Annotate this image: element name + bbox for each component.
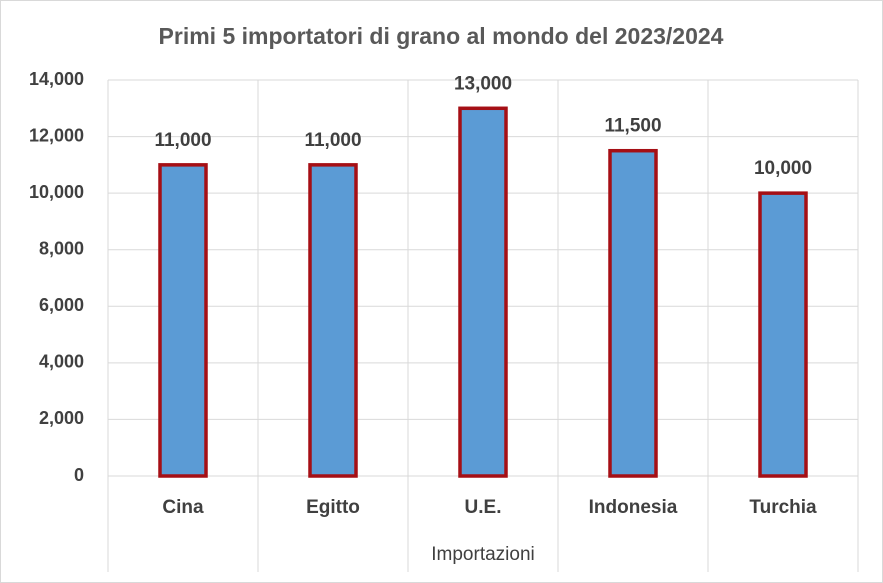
y-tick-label: 10,000 <box>29 182 84 202</box>
y-tick-label: 4,000 <box>39 352 84 372</box>
value-label: 11,500 <box>604 116 661 137</box>
y-tick-label: 8,000 <box>39 238 84 258</box>
x-tick-label: Turchia <box>749 497 817 518</box>
value-label: 11,000 <box>154 130 211 151</box>
value-label: 10,000 <box>754 158 812 179</box>
bar <box>158 163 208 478</box>
chart-title: Primi 5 importatori di grano al mondo de… <box>159 23 724 49</box>
x-tick-label: Egitto <box>306 497 360 518</box>
y-tick-label: 12,000 <box>29 125 84 145</box>
y-tick-label: 6,000 <box>39 295 84 315</box>
y-tick-label: 14,000 <box>29 69 84 89</box>
x-tick-label: U.E. <box>465 497 502 518</box>
y-tick-label: 0 <box>74 465 84 485</box>
bar <box>608 148 658 478</box>
x-tick-label: Indonesia <box>589 497 678 518</box>
x-axis-label: Importazioni <box>431 544 535 565</box>
bar <box>308 163 358 478</box>
x-tick-label: Cina <box>162 497 204 518</box>
value-label: 11,000 <box>304 130 361 151</box>
bar <box>458 106 508 478</box>
value-label: 13,000 <box>454 73 512 94</box>
y-tick-label: 2,000 <box>39 408 84 428</box>
bar <box>758 191 808 478</box>
